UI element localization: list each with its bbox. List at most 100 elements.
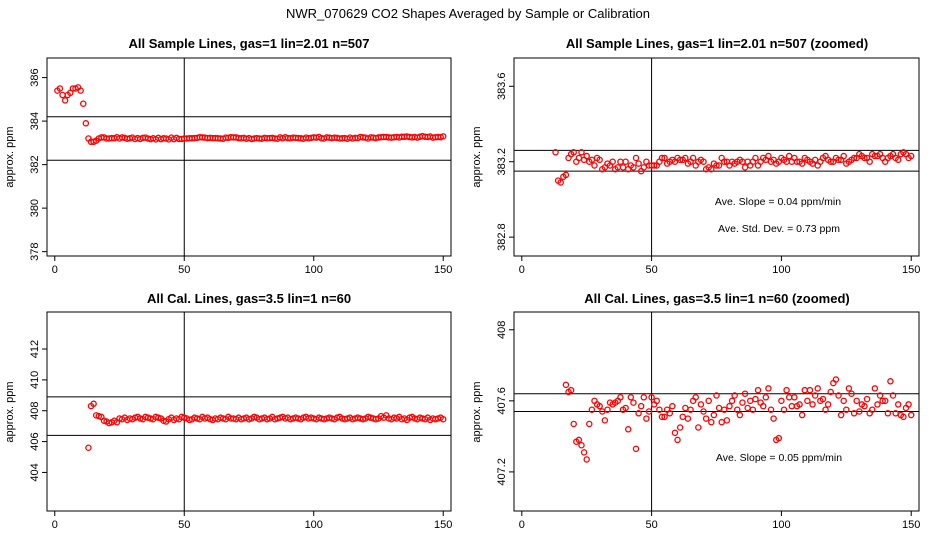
data-point	[710, 411, 718, 419]
y-tick-label: 406	[29, 432, 41, 450]
data-point	[866, 158, 873, 165]
data-point	[840, 152, 847, 160]
data-point	[843, 406, 850, 413]
data-point	[661, 154, 668, 162]
data-point	[601, 417, 609, 424]
data-point	[907, 152, 915, 160]
data-point	[643, 415, 650, 422]
x-tick-label: 50	[645, 264, 657, 276]
data-point	[824, 401, 832, 408]
data-point	[752, 395, 759, 403]
data-point	[718, 418, 725, 426]
data-point	[570, 420, 577, 428]
data-point	[856, 408, 863, 415]
data-point	[780, 406, 788, 413]
data-point	[804, 397, 811, 405]
panel-sample-lines-zoomed: All Sample Lines, gas=1 lin=2.01 n=507 (…	[471, 36, 920, 276]
data-point	[562, 171, 570, 179]
data-point	[59, 91, 66, 99]
data-point	[645, 408, 653, 415]
data-point	[588, 406, 596, 413]
y-tick-label: 386	[29, 68, 41, 86]
data-point	[848, 390, 855, 397]
data-point	[765, 152, 772, 160]
data-point	[567, 386, 575, 394]
data-point	[806, 386, 814, 394]
data-point	[630, 164, 637, 171]
y-tick-label: 407.2	[496, 458, 508, 486]
data-point	[617, 394, 624, 401]
data-point	[617, 158, 624, 165]
data-point	[759, 402, 767, 410]
data-point	[700, 158, 707, 165]
data-point	[871, 385, 879, 392]
data-point	[739, 399, 746, 406]
data-point	[671, 429, 679, 437]
data-point	[715, 404, 723, 412]
data-point	[741, 164, 749, 171]
data-point	[721, 406, 728, 413]
x-tick-label: 100	[305, 264, 323, 276]
figure-title: NWR_070629 CO2 Shapes Averaged by Sample…	[286, 6, 650, 21]
data-point	[697, 401, 705, 408]
data-point	[85, 444, 92, 452]
y-tick-label: 384	[29, 112, 41, 130]
data-point	[609, 158, 616, 165]
data-point	[702, 415, 710, 422]
data-point	[840, 397, 847, 405]
data-point	[682, 154, 689, 162]
data-point	[863, 395, 871, 403]
annotation-ave-slope: Ave. Slope = 0.04 ppm/min	[715, 196, 841, 208]
data-point	[619, 164, 627, 171]
data-point	[580, 449, 588, 456]
data-point	[819, 395, 827, 403]
x-tick-label: 100	[772, 519, 790, 531]
data-point	[894, 401, 902, 408]
data-point	[754, 386, 762, 394]
data-point	[796, 401, 803, 408]
panel-title: All Sample Lines, gas=1 lin=2.01 n=507 (…	[566, 36, 868, 51]
data-point	[791, 394, 798, 401]
data-point	[669, 402, 676, 410]
data-point	[809, 401, 816, 408]
data-point	[658, 154, 666, 162]
data-point	[656, 406, 663, 413]
data-point	[708, 166, 715, 173]
data-point	[861, 402, 868, 410]
data-point	[82, 120, 90, 127]
data-point	[741, 390, 749, 397]
data-point	[767, 406, 775, 413]
data-point	[879, 397, 886, 405]
data-point	[705, 397, 712, 405]
y-tick-label: 382.8	[496, 223, 508, 251]
data-point	[679, 413, 687, 421]
panel-title: All Cal. Lines, gas=3.5 lin=1 n=60 (zoom…	[584, 291, 850, 306]
y-axis-label: approx. ppm	[471, 381, 483, 442]
y-tick-label: 407.6	[496, 387, 508, 415]
data-point	[632, 445, 640, 453]
x-tick-label: 100	[305, 519, 323, 531]
data-point	[747, 397, 754, 405]
data-point	[557, 179, 564, 186]
x-tick-label: 50	[645, 519, 657, 531]
data-point	[578, 149, 585, 156]
data-point	[583, 152, 590, 160]
data-point	[749, 406, 757, 413]
data-point	[894, 156, 902, 164]
x-tick-label: 0	[519, 264, 525, 276]
panel-cal-lines-zoomed: All Cal. Lines, gas=3.5 lin=1 n=60 (zoom…	[471, 291, 920, 531]
y-tick-label: 382	[29, 155, 41, 173]
data-point	[884, 410, 892, 417]
annotation-ave-std-dev: Ave. Std. Dev. = 0.73 ppm	[718, 223, 840, 235]
data-point	[562, 381, 570, 389]
data-point	[583, 456, 590, 463]
y-tick-label: 380	[29, 199, 41, 217]
data-point	[744, 404, 751, 412]
data-point	[596, 402, 603, 410]
data-point	[728, 397, 736, 405]
data-point	[700, 408, 707, 415]
data-point	[439, 133, 447, 140]
data-point	[61, 97, 69, 104]
data-point	[845, 385, 853, 392]
